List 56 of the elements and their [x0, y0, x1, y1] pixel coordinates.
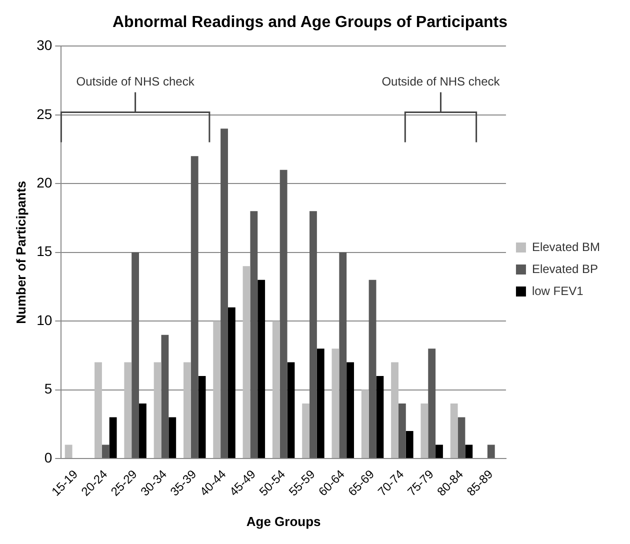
bar [310, 211, 317, 458]
y-tick-label: 15 [36, 243, 52, 260]
bar [168, 417, 176, 458]
bar [487, 444, 495, 458]
bar [436, 444, 443, 458]
bar [139, 404, 146, 458]
bar [220, 128, 228, 458]
chart-title: Abnormal Readings and Age Groups of Participants [112, 14, 508, 32]
bar [428, 348, 436, 458]
y-tick-label: 30 [36, 37, 52, 54]
y-axis-title: Number of Participants [13, 180, 28, 324]
bar [376, 376, 384, 458]
bar [420, 404, 428, 458]
bar [183, 362, 191, 458]
bar [102, 444, 110, 458]
bar [332, 348, 340, 458]
bar [154, 362, 162, 458]
bar [406, 431, 414, 458]
bar [242, 266, 250, 458]
bar [458, 417, 466, 458]
y-tick-label: 0 [44, 449, 52, 466]
annotation: Outside of NHS check [382, 74, 501, 89]
bar [398, 404, 406, 458]
y-tick-label: 20 [36, 174, 52, 190]
bar [280, 170, 288, 458]
bar [391, 362, 398, 458]
bar [346, 362, 354, 458]
bar [287, 362, 295, 458]
bar [361, 390, 369, 458]
bar [228, 307, 236, 458]
bar [213, 321, 221, 458]
bar [465, 444, 473, 458]
bar [272, 321, 280, 458]
bar [132, 252, 140, 458]
bar [161, 334, 169, 458]
legend-label: Elevated BP [532, 262, 598, 276]
bar [190, 156, 198, 458]
y-tick-label: 25 [36, 106, 52, 122]
legend-label: low FEV1 [532, 284, 584, 298]
y-tick-label: 5 [44, 380, 52, 397]
annotation: Outside of NHS check [76, 74, 196, 89]
bar [198, 376, 206, 458]
bar [450, 404, 458, 458]
legend-label: Elevated BM [532, 240, 600, 254]
x-axis-title: Age Groups [246, 514, 321, 529]
bar [94, 362, 102, 458]
bar [316, 348, 324, 458]
y-tick-label: 10 [36, 312, 52, 328]
bar [302, 404, 310, 458]
bar [258, 280, 266, 458]
bar [339, 252, 347, 458]
bar [368, 280, 376, 458]
bar [64, 444, 72, 458]
bar [124, 362, 132, 458]
bar [250, 211, 258, 458]
bar [109, 417, 117, 458]
